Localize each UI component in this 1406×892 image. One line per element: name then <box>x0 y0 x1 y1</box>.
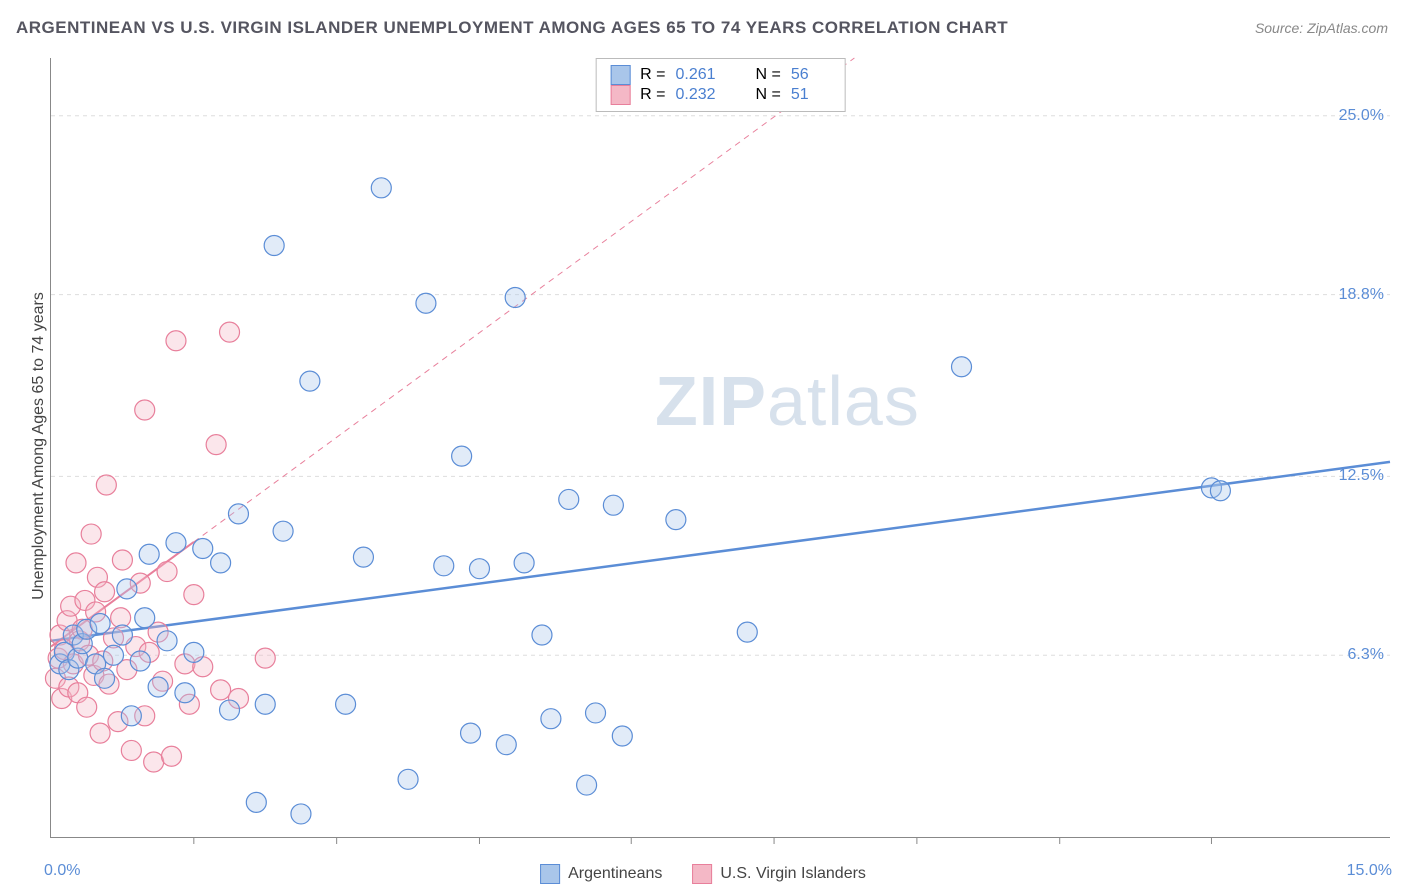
stats-legend: R = 0.261 N = 56 R = 0.232 N = 51 <box>595 58 846 112</box>
n-label: N = <box>756 66 781 84</box>
x-min-label: 0.0% <box>44 862 80 880</box>
y-tick-label: 18.8% <box>1339 286 1384 304</box>
r-label: R = <box>640 86 665 104</box>
n-value-2: 51 <box>791 86 831 104</box>
y-tick-label: 25.0% <box>1339 107 1384 125</box>
y-tick-label: 6.3% <box>1348 646 1384 664</box>
chart-svg <box>51 58 1390 837</box>
x-max-label: 15.0% <box>1347 862 1392 880</box>
chart-title: ARGENTINEAN VS U.S. VIRGIN ISLANDER UNEM… <box>16 18 1008 38</box>
n-value-1: 56 <box>791 66 831 84</box>
series-legend: Argentineans U.S. Virgin Islanders <box>540 864 866 884</box>
n-label: N = <box>756 86 781 104</box>
r-label: R = <box>640 66 665 84</box>
source-label: Source: ZipAtlas.com <box>1255 20 1388 36</box>
legend-label-1: Argentineans <box>568 865 662 883</box>
y-axis-label: Unemployment Among Ages 65 to 74 years <box>30 292 48 600</box>
legend-item-2: U.S. Virgin Islanders <box>692 864 866 884</box>
r-value-1: 0.261 <box>676 66 746 84</box>
swatch-icon <box>692 864 712 884</box>
legend-item-1: Argentineans <box>540 864 662 884</box>
swatch-icon <box>540 864 560 884</box>
stats-row-2: R = 0.232 N = 51 <box>610 85 831 105</box>
stats-row-1: R = 0.261 N = 56 <box>610 65 831 85</box>
plot-area: ZIPatlas R = 0.261 N = 56 R = 0.232 N = … <box>50 58 1390 838</box>
legend-label-2: U.S. Virgin Islanders <box>720 865 866 883</box>
y-tick-label: 12.5% <box>1339 467 1384 485</box>
r-value-2: 0.232 <box>676 86 746 104</box>
swatch-series-2 <box>610 85 630 105</box>
swatch-series-1 <box>610 65 630 85</box>
